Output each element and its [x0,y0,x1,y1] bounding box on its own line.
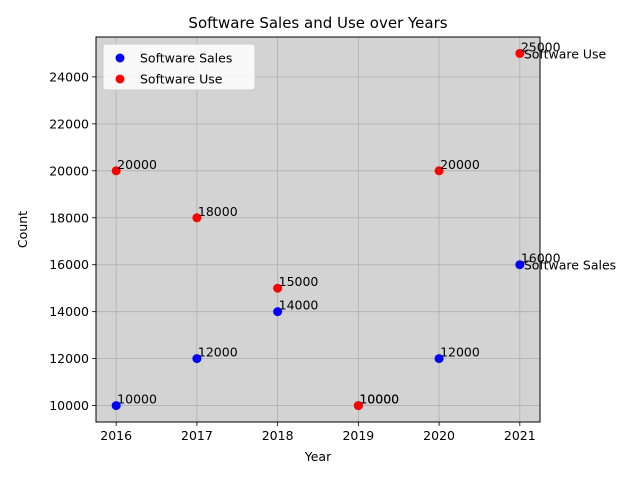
series-end-label: Software Sales [524,258,616,273]
x-tick-label: 2021 [504,428,536,443]
data-point [515,48,525,58]
legend: Software Sales Software Use [102,43,256,91]
data-label: 12000 [198,345,238,360]
data-point [434,354,444,364]
plot-frame [95,36,541,423]
grid-lines [96,37,540,422]
x-tick-label: 2018 [262,428,294,443]
data-point [111,166,121,176]
data-point [192,213,202,223]
data-label: 12000 [440,345,480,360]
legend-marker [115,53,125,63]
data-point [273,283,283,293]
chart-title: Software Sales and Use over Years [188,14,447,32]
data-label: 20000 [117,157,157,172]
plot-area [96,37,540,422]
data-point [434,166,444,176]
legend-label: Software Sales [140,51,232,66]
data-point [273,307,283,317]
data-label: 15000 [279,274,319,289]
data-point [353,401,363,411]
legend-label: Software Use [140,72,223,87]
data-point [515,260,525,270]
series-end-label: Software Use [524,46,607,61]
data-label: 16000 [521,251,561,266]
data-label: 25000 [521,39,561,54]
y-tick-label: 16000 [49,257,89,272]
y-tick-label: 18000 [49,210,89,225]
data-point [192,354,202,364]
data-label: 10000 [117,392,157,407]
y-axis: 10000 12000 14000 16000 18000 20000 22000 24000 [49,69,96,413]
y-tick-label: 10000 [49,398,89,413]
y-axis-title: Count [15,211,30,248]
x-axis-title: Year [304,449,332,464]
legend-box [102,43,256,91]
data-label: 20000 [440,157,480,172]
x-tick-label: 2017 [181,428,213,443]
x-axis: 2016 2017 2018 2019 2020 2021 [100,422,536,443]
x-tick-label: 2020 [423,428,455,443]
data-label: 10000 [359,392,399,407]
y-tick-label: 22000 [49,116,89,131]
legend-marker [115,74,125,84]
y-tick-label: 14000 [49,304,89,319]
x-tick-label: 2016 [100,428,132,443]
y-tick-label: 24000 [49,69,89,84]
data-point [111,401,121,411]
x-tick-label: 2019 [342,428,374,443]
data-label: 10000 [359,392,399,407]
y-tick-label: 12000 [49,351,89,366]
data-label: 18000 [198,204,238,219]
data-label: 14000 [279,298,319,313]
data-points [111,48,525,411]
y-tick-label: 20000 [49,163,89,178]
